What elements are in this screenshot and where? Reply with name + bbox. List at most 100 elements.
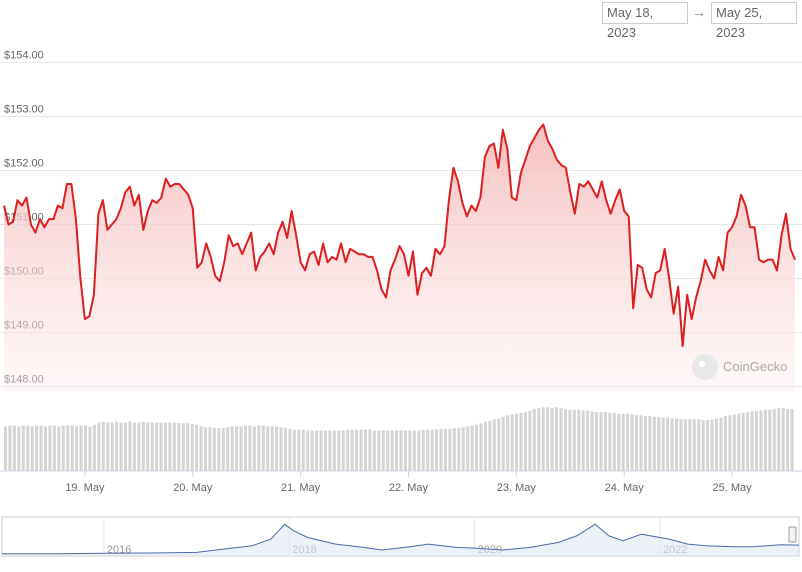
volume-bar <box>772 408 776 471</box>
volume-bar <box>203 427 208 471</box>
volume-bar <box>283 428 288 471</box>
volume-bar <box>35 425 39 471</box>
volume-bar <box>759 410 763 471</box>
volume-bar <box>363 429 367 471</box>
volume-bar <box>661 417 665 471</box>
volume-bar <box>555 407 559 471</box>
volume-bar <box>479 423 483 471</box>
volume-bar <box>270 426 274 471</box>
price-line <box>3 123 796 348</box>
volume-bar <box>381 430 385 471</box>
coingecko-watermark: CoinGecko <box>692 354 787 380</box>
volume-bar <box>679 419 683 471</box>
volume-bar <box>652 416 656 471</box>
volume-bar <box>230 426 234 471</box>
volume-bar <box>586 410 590 471</box>
navigator-handle[interactable] <box>788 526 797 543</box>
volume-bar <box>617 413 621 471</box>
volume-bar <box>128 421 132 471</box>
volume-bar <box>221 428 225 471</box>
volume-bar <box>417 430 421 471</box>
volume-bar <box>190 424 194 471</box>
volume-bar <box>337 430 341 471</box>
volume-bar <box>572 409 576 471</box>
volume-bar <box>621 413 625 471</box>
volume-bar <box>359 429 363 471</box>
volume-bar <box>372 430 376 471</box>
volume-bar <box>368 429 372 471</box>
volume-bar <box>448 428 452 471</box>
volume-bar <box>483 421 487 471</box>
volume-bar <box>550 408 554 471</box>
volume-bar <box>475 424 479 471</box>
volume-bar <box>688 419 692 471</box>
volume-bar <box>66 425 70 471</box>
volume-bar <box>132 422 136 471</box>
volume-bar <box>746 412 750 471</box>
volume-bar <box>781 408 785 471</box>
volume-bar <box>297 429 301 471</box>
volume-bar <box>181 423 185 471</box>
volume-bar <box>590 411 594 471</box>
volume-bar <box>235 426 239 471</box>
volume-bar <box>408 430 412 471</box>
x-tick-label: 20. May <box>173 482 213 494</box>
volume-bar <box>159 422 163 471</box>
volume-bar <box>137 422 141 471</box>
volume-bar <box>568 409 572 471</box>
volume-bar <box>110 422 114 471</box>
volume-bar <box>30 426 34 471</box>
volume-bar <box>177 423 181 471</box>
x-tick-label: 21. May <box>281 482 321 494</box>
price-area <box>3 123 796 393</box>
volume-bar <box>83 425 88 471</box>
volume-bar <box>155 422 159 471</box>
date-range-to-input[interactable]: May 25, 2023 <box>711 2 797 40</box>
volume-bar <box>461 427 465 471</box>
navigator-line <box>2 523 800 555</box>
watermark-text: CoinGecko <box>723 359 787 374</box>
navigator-area <box>2 524 799 556</box>
volume-bar <box>48 425 52 471</box>
volume-bar <box>626 413 630 471</box>
volume-bar <box>172 422 176 471</box>
volume-bar <box>332 430 336 471</box>
volume-bar <box>341 430 345 471</box>
volume-bar <box>328 430 332 471</box>
volume-bar <box>723 416 727 471</box>
volume-bar <box>52 425 56 471</box>
x-tick-label: 22. May <box>389 482 429 494</box>
volume-bar <box>208 427 212 471</box>
volume-bar <box>537 408 541 471</box>
volume-bar <box>8 425 12 471</box>
y-tick-label: $152.00 <box>4 157 44 169</box>
volume-bar <box>390 430 394 471</box>
volume-bar <box>355 429 359 471</box>
volume-bar <box>706 420 710 471</box>
volume-bar <box>790 408 794 471</box>
volume-bar <box>403 430 407 471</box>
volume-bar <box>763 409 767 471</box>
volume-bar <box>21 425 25 471</box>
volume-bar <box>39 425 43 471</box>
volume-bar <box>92 424 96 471</box>
volume-bar <box>777 408 781 471</box>
navigator[interactable]: 2016201820202022 <box>1 516 800 557</box>
volume-bar <box>421 429 425 471</box>
volume-bar <box>377 430 381 471</box>
volume-bar <box>559 408 563 471</box>
volume-bar <box>506 415 510 471</box>
volume-bar <box>226 427 230 471</box>
date-range-from-input[interactable]: May 18, 2023 <box>602 2 688 40</box>
x-tick-label: 24. May <box>605 482 645 494</box>
volume-bar <box>648 416 652 471</box>
volume-bar <box>657 416 661 471</box>
x-tick-label: 23. May <box>497 482 537 494</box>
y-tick-label: $153.00 <box>4 103 44 115</box>
volume-bars <box>4 407 794 471</box>
volume-bar <box>528 410 532 471</box>
volume-bar <box>786 408 790 471</box>
volume-bar <box>701 420 705 471</box>
volume-bar <box>666 417 670 471</box>
